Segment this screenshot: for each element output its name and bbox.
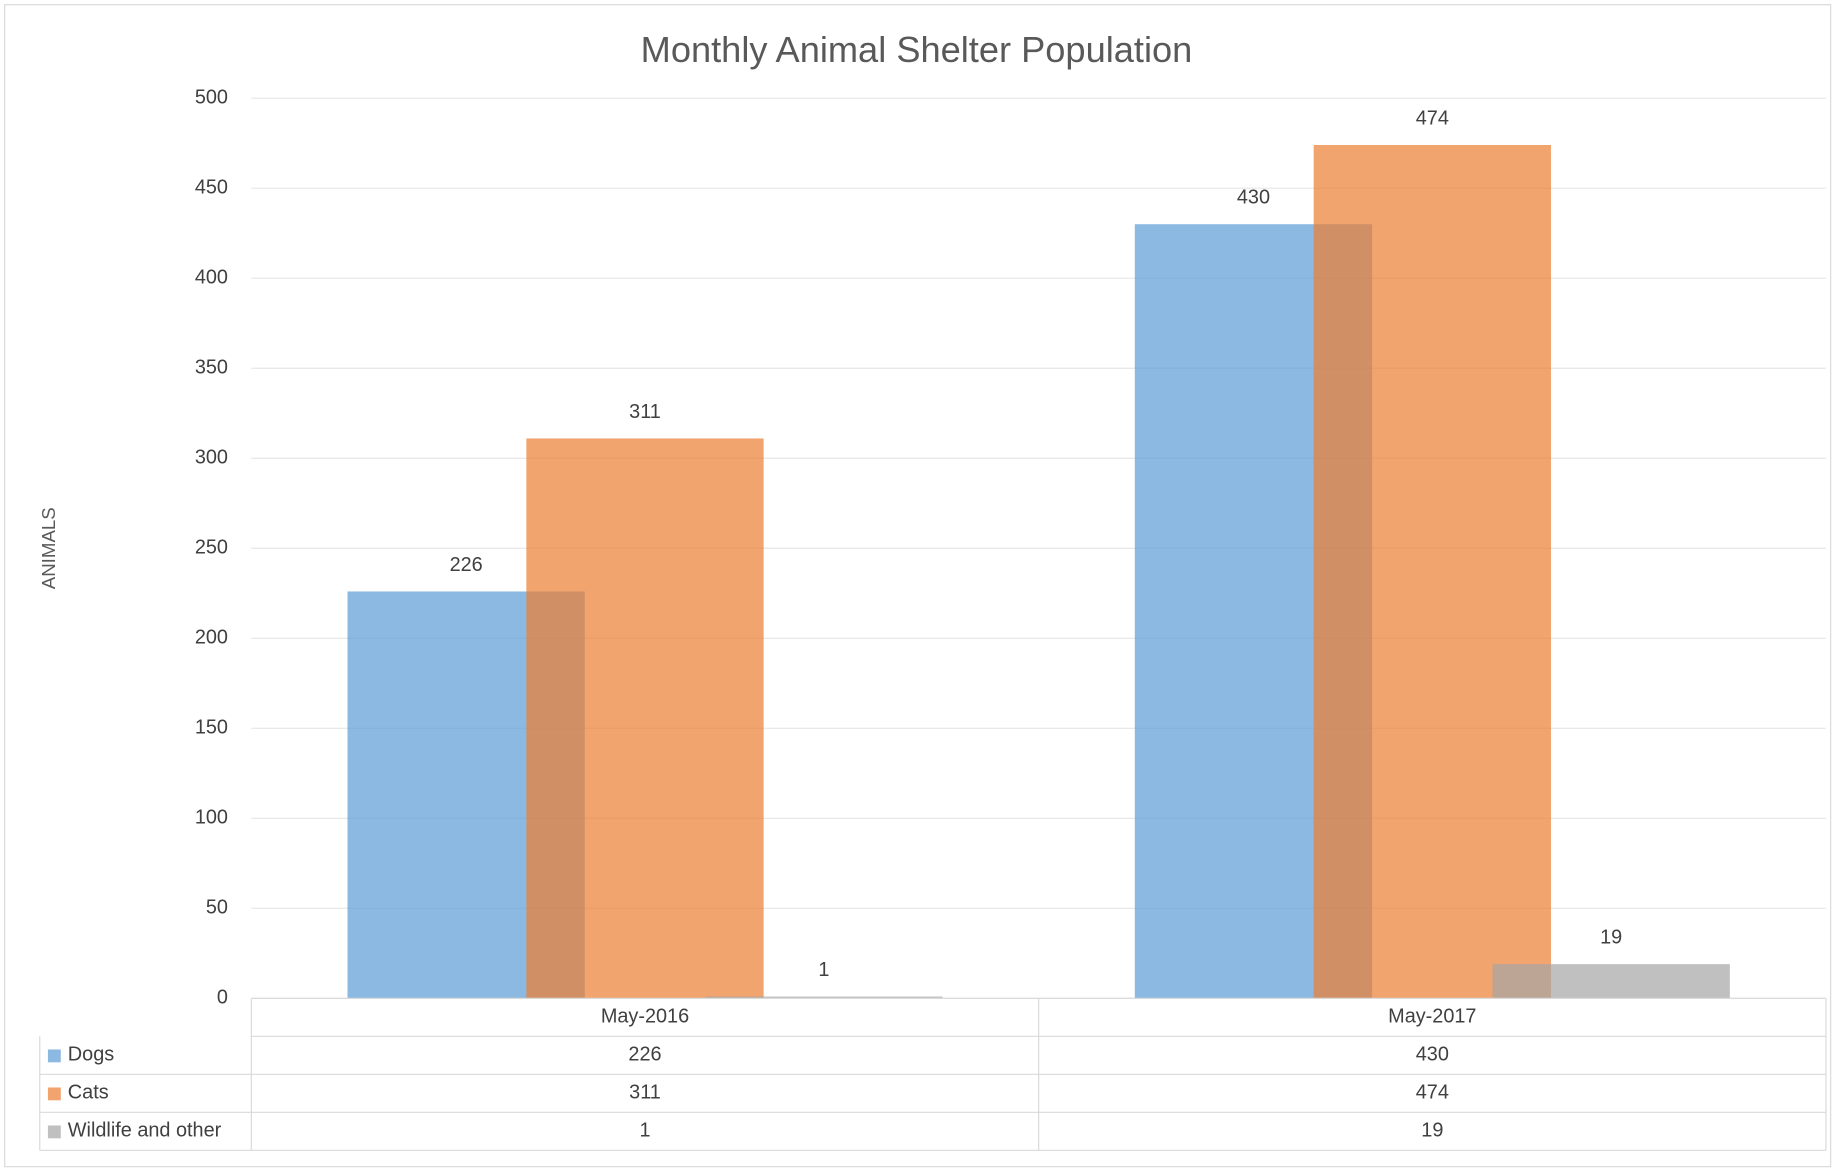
y-tick-label: 250 xyxy=(195,537,228,559)
table-value: 474 xyxy=(1416,1082,1449,1104)
y-tick-label: 150 xyxy=(195,717,228,739)
bar xyxy=(526,438,764,999)
y-tick-label: 350 xyxy=(195,356,228,378)
data-label: 430 xyxy=(1237,187,1270,209)
bar xyxy=(705,996,943,999)
chart-title: Monthly Animal Shelter Population xyxy=(641,29,1193,70)
data-label: 474 xyxy=(1416,108,1449,130)
legend-label: Cats xyxy=(68,1082,109,1104)
table-value: 226 xyxy=(628,1044,661,1066)
data-label: 226 xyxy=(450,554,483,576)
y-tick-label: 300 xyxy=(195,446,228,468)
bar xyxy=(1492,964,1730,999)
data-label: 1 xyxy=(818,959,829,981)
bar xyxy=(1313,145,1551,999)
legend-label: Dogs xyxy=(68,1044,114,1066)
y-tick-label: 0 xyxy=(217,987,228,1009)
x-tick-label: May-2016 xyxy=(601,1006,689,1028)
x-tick-label: May-2017 xyxy=(1388,1006,1476,1028)
table-value: 19 xyxy=(1421,1120,1443,1142)
legend-swatch xyxy=(47,1087,61,1101)
y-tick-label: 400 xyxy=(195,266,228,288)
table-value: 430 xyxy=(1416,1044,1449,1066)
table-value: 1 xyxy=(639,1120,650,1142)
data-label: 19 xyxy=(1600,927,1622,949)
legend-label: Wildlife and other xyxy=(68,1120,222,1142)
y-tick-label: 50 xyxy=(206,897,228,919)
y-tick-label: 500 xyxy=(195,86,228,108)
y-tick-label: 200 xyxy=(195,627,228,649)
y-tick-label: 450 xyxy=(195,176,228,198)
y-axis-label: ANIMALS xyxy=(38,507,59,589)
data-label: 311 xyxy=(629,401,661,423)
legend-swatch xyxy=(47,1049,61,1063)
legend-swatch xyxy=(47,1125,61,1139)
table-value: 311 xyxy=(629,1082,661,1104)
y-tick-label: 100 xyxy=(195,807,228,829)
